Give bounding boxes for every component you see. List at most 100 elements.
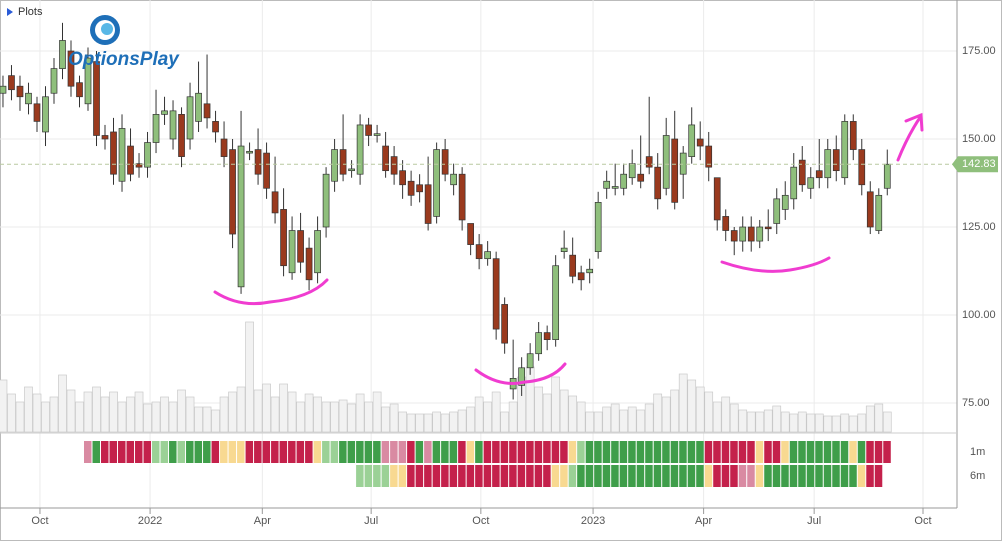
heatmap-cell bbox=[466, 441, 475, 463]
heatmap-cell bbox=[424, 465, 432, 487]
volume-bar bbox=[585, 411, 595, 433]
menu[interactable]: Plots bbox=[18, 6, 43, 18]
candle-body bbox=[178, 114, 185, 157]
heatmap-cell bbox=[475, 441, 483, 463]
volume-bar bbox=[449, 411, 458, 433]
heatmap-cell bbox=[789, 465, 798, 487]
heatmap-cell bbox=[271, 441, 279, 463]
candle-body bbox=[365, 124, 372, 136]
heatmap-cell bbox=[415, 441, 424, 463]
heatmap-cell bbox=[373, 465, 381, 487]
heatmap-cell bbox=[823, 441, 832, 463]
volume-bar bbox=[202, 406, 212, 433]
volume-bar bbox=[814, 413, 824, 433]
y-tick-label: 125.00 bbox=[962, 221, 996, 233]
volume-bar bbox=[228, 391, 237, 433]
candle-body bbox=[688, 124, 696, 157]
volume-bar bbox=[568, 395, 578, 433]
candle-body bbox=[594, 202, 602, 252]
candle-body bbox=[645, 156, 653, 168]
candle-body bbox=[161, 110, 168, 115]
heatmap-cell bbox=[653, 465, 662, 487]
heatmap-cell bbox=[781, 465, 789, 487]
volume-bar bbox=[389, 403, 399, 433]
heatmap-cell bbox=[483, 441, 492, 463]
heatmap-cell bbox=[696, 441, 704, 463]
candle-body bbox=[203, 103, 211, 119]
heatmap-cell bbox=[364, 441, 373, 463]
candle-body bbox=[841, 121, 849, 179]
candle-body bbox=[212, 121, 219, 133]
volume-bar bbox=[738, 409, 748, 433]
heatmap-cell bbox=[313, 441, 322, 463]
candle-body bbox=[288, 230, 296, 274]
heatmap-cell bbox=[619, 441, 628, 463]
volume-bar bbox=[712, 401, 722, 433]
candle-body bbox=[297, 230, 304, 263]
heatmap-cell bbox=[798, 465, 806, 487]
candle-body bbox=[492, 258, 500, 330]
heatmap-cell bbox=[628, 441, 636, 463]
x-tick-label: Apr bbox=[695, 515, 712, 527]
heatmap-cell bbox=[534, 441, 543, 463]
candle-body bbox=[526, 353, 534, 369]
heatmap-cell bbox=[160, 441, 169, 463]
heatmap-cell bbox=[398, 441, 407, 463]
heatmap-cell bbox=[458, 465, 466, 487]
volume-bar bbox=[857, 413, 867, 433]
candle-body bbox=[756, 226, 764, 242]
y-tick-label: 100.00 bbox=[962, 309, 996, 321]
candle-body bbox=[135, 163, 143, 168]
volume-bar bbox=[423, 413, 433, 433]
heatmap-cell bbox=[279, 441, 288, 463]
candle-body bbox=[246, 150, 253, 154]
volume bbox=[0, 321, 892, 433]
volume-bar bbox=[644, 403, 654, 433]
candle-body bbox=[110, 131, 117, 175]
heatmap-cell bbox=[772, 441, 781, 463]
candle-body bbox=[50, 68, 58, 94]
heatmap-cell bbox=[390, 465, 398, 487]
heatmap-cell bbox=[730, 441, 738, 463]
heatmap-cell bbox=[679, 441, 687, 463]
candle-body bbox=[824, 149, 832, 179]
volume-bar bbox=[66, 389, 76, 433]
heatmap-cell bbox=[874, 465, 883, 487]
heatmap-cell bbox=[857, 465, 866, 487]
heatmap-cell bbox=[305, 441, 313, 463]
volume-bar bbox=[483, 401, 492, 433]
menu-icon[interactable] bbox=[7, 8, 13, 16]
heatmap-cell bbox=[432, 441, 441, 463]
volume-bar bbox=[177, 389, 186, 433]
candle-body bbox=[798, 159, 806, 186]
heatmap-cell bbox=[585, 441, 594, 463]
volume-bar bbox=[236, 386, 246, 433]
volume-bar bbox=[287, 391, 297, 433]
grid: 175.00 150.00 125.00 100.00 75.00 Oct 2022 Apr J… bbox=[0, 0, 996, 527]
candle-body bbox=[59, 40, 66, 69]
volume-bar bbox=[661, 396, 671, 433]
candle-body bbox=[186, 96, 194, 140]
volume-bar bbox=[763, 409, 773, 433]
heatmap-cell bbox=[738, 441, 747, 463]
heatmap-cell bbox=[441, 465, 449, 487]
volume-bar bbox=[746, 411, 756, 433]
volume-bar bbox=[211, 409, 220, 433]
heatmap-cell bbox=[560, 441, 568, 463]
y-tick-label: 175.00 bbox=[962, 45, 996, 57]
volume-bar bbox=[729, 403, 739, 433]
heatmap-cell bbox=[594, 465, 602, 487]
heatmap-cell bbox=[738, 465, 747, 487]
heatmap-cell bbox=[636, 465, 645, 487]
volume-bar bbox=[304, 393, 314, 433]
heatmap-cell bbox=[203, 441, 211, 463]
volume-bar bbox=[508, 401, 518, 433]
volume-bar bbox=[347, 403, 356, 433]
heatmap-cell bbox=[101, 441, 109, 463]
candle-body bbox=[662, 135, 670, 189]
heatmap-cell bbox=[662, 465, 670, 487]
volume-bar bbox=[338, 399, 348, 433]
volume-bar bbox=[151, 401, 161, 433]
heatmap-cell bbox=[407, 441, 415, 463]
candle-body bbox=[475, 244, 483, 260]
